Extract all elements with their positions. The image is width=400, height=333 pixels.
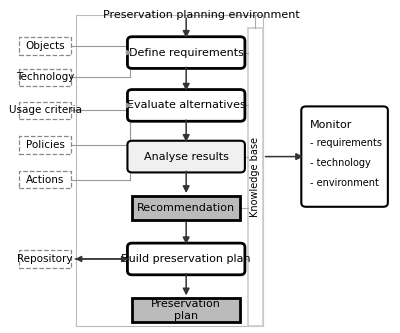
Text: - technology: - technology: [310, 158, 370, 168]
Bar: [76, 15, 263, 326]
Text: Actions: Actions: [26, 175, 64, 185]
Bar: [19, 102, 71, 119]
Text: Objects: Objects: [25, 41, 65, 51]
Text: Preservation planning environment: Preservation planning environment: [103, 10, 300, 20]
Text: Define requirements: Define requirements: [129, 48, 244, 58]
Text: Analyse results: Analyse results: [144, 152, 229, 162]
FancyBboxPatch shape: [128, 90, 245, 121]
Bar: [248, 28, 263, 326]
Bar: [19, 69, 71, 86]
Text: Recommendation: Recommendation: [137, 203, 235, 213]
Text: Knowledge base: Knowledge base: [250, 137, 260, 217]
FancyBboxPatch shape: [128, 37, 245, 68]
Bar: [19, 250, 71, 267]
Text: Repository: Repository: [17, 254, 73, 264]
Text: Technology: Technology: [16, 72, 74, 82]
Bar: [132, 196, 240, 220]
Bar: [132, 298, 240, 322]
Text: - requirements: - requirements: [310, 139, 382, 149]
Text: Preservation
plan: Preservation plan: [151, 299, 221, 321]
Bar: [19, 171, 71, 188]
FancyBboxPatch shape: [128, 243, 245, 275]
Text: Usage criteria: Usage criteria: [9, 105, 82, 115]
Bar: [19, 37, 71, 55]
Text: Evaluate alternatives: Evaluate alternatives: [127, 101, 246, 111]
Text: Monitor: Monitor: [310, 120, 352, 130]
Bar: [19, 137, 71, 154]
Text: Policies: Policies: [26, 140, 64, 150]
Text: Build preservation plan: Build preservation plan: [121, 254, 251, 264]
FancyBboxPatch shape: [128, 141, 245, 172]
Text: - environment: - environment: [310, 178, 379, 188]
FancyBboxPatch shape: [301, 107, 388, 207]
